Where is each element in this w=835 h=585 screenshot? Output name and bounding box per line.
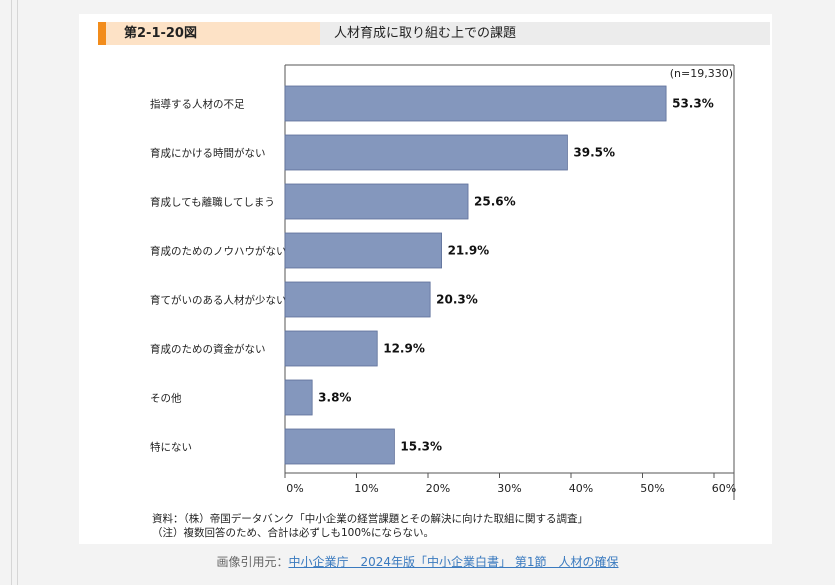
bar bbox=[284, 428, 395, 465]
figure-title: 人材育成に取り組む上での課題 bbox=[334, 26, 517, 41]
x-tick-label: 10% bbox=[354, 482, 378, 495]
category-label: その他 bbox=[150, 392, 182, 405]
bar bbox=[284, 85, 667, 122]
x-tick-label: 0% bbox=[286, 482, 303, 495]
category-label: 指導する人材の不足 bbox=[150, 98, 245, 111]
bar bbox=[284, 330, 378, 367]
value-label: 12.9% bbox=[383, 342, 425, 356]
category-label: 育成にかける時間がない bbox=[150, 147, 266, 160]
x-tick-label: 50% bbox=[640, 482, 664, 495]
credit-prefix: 画像引用元： bbox=[216, 555, 289, 569]
bar bbox=[284, 232, 442, 269]
category-label: 育成のための資金がない bbox=[150, 343, 266, 356]
value-label: 53.3% bbox=[672, 97, 714, 111]
category-label: 育成のためのノウハウがない bbox=[150, 245, 287, 258]
bar bbox=[284, 134, 568, 171]
x-tick-label: 20% bbox=[426, 482, 450, 495]
figure-number: 第2-1-20図 bbox=[106, 22, 320, 45]
x-tick-label: 60% bbox=[712, 482, 736, 495]
left-divider-line bbox=[11, 0, 12, 585]
source-note: 資料：（株）帝国データバンク「中小企業の経営課題とその解決に向けた取組に関する調… bbox=[152, 513, 588, 525]
figure-accent-bar bbox=[98, 22, 106, 45]
category-label: 育てがいのある人材が少ない bbox=[150, 294, 287, 307]
x-tick-label: 30% bbox=[497, 482, 521, 495]
sample-size-note: (n=19,330) bbox=[670, 67, 733, 80]
category-label: 特にない bbox=[150, 442, 192, 454]
value-label: 3.8% bbox=[318, 391, 351, 405]
x-tick-label: 40% bbox=[569, 482, 593, 495]
value-label: 21.9% bbox=[448, 244, 490, 258]
value-label: 20.3% bbox=[436, 293, 478, 307]
credit-link[interactable]: 中小企業庁 2024年版「中小企業白書」 第1節 人材の確保 bbox=[288, 555, 619, 569]
footnote: （注）複数回答のため、合計は必ずしも100%にならない。 bbox=[152, 527, 435, 539]
figure-notes: 資料：（株）帝国データバンク「中小企業の経営課題とその解決に向けた取組に関する調… bbox=[152, 512, 588, 540]
category-label: 育成しても離職してしまう bbox=[150, 196, 275, 209]
left-divider-line-inner bbox=[17, 0, 18, 585]
value-label: 39.5% bbox=[573, 146, 615, 160]
image-credit: 画像引用元：中小企業庁 2024年版「中小企業白書」 第1節 人材の確保 bbox=[0, 553, 835, 570]
value-label: 15.3% bbox=[400, 440, 442, 454]
bar bbox=[284, 379, 313, 416]
bar bbox=[284, 281, 431, 318]
bar bbox=[284, 183, 469, 220]
value-label: 25.6% bbox=[474, 195, 516, 209]
figure-header: 第2-1-20図 人材育成に取り組む上での課題 bbox=[98, 22, 770, 45]
